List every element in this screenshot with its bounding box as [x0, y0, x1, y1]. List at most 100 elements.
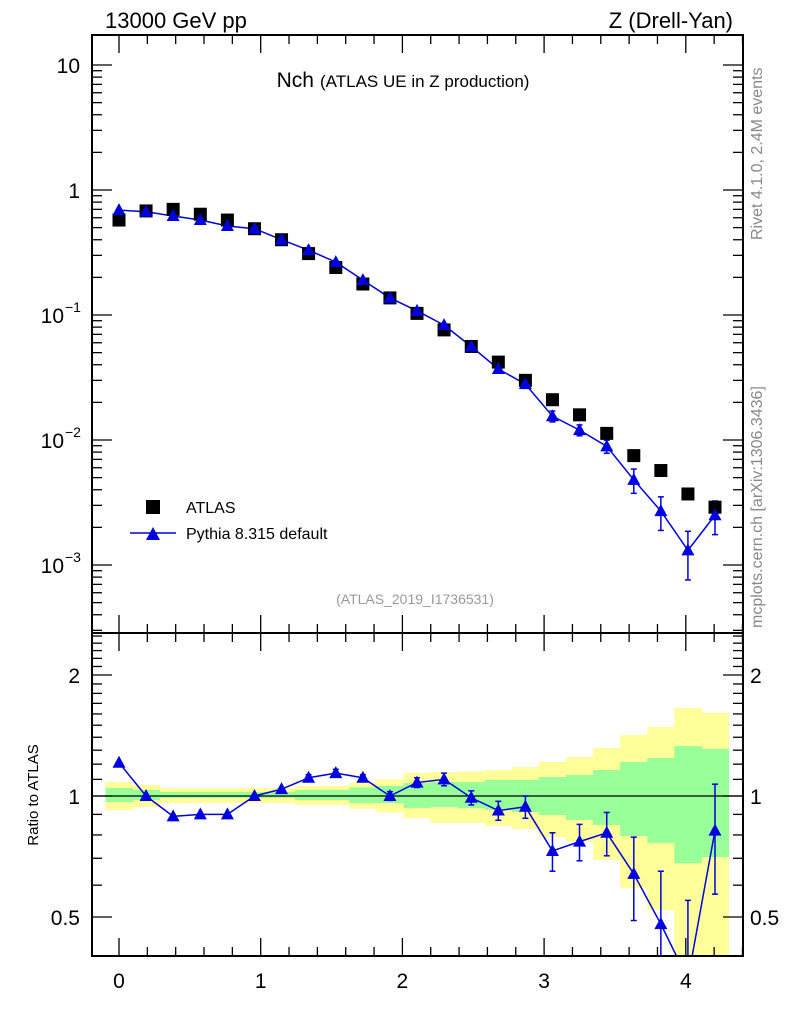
y-tick-exponent: −3	[65, 549, 81, 565]
legend: ATLAS Pythia 8.315 default	[130, 500, 328, 543]
mcplots-label: mcplots.cern.ch [arXiv:1306.3436]	[749, 386, 766, 628]
stat-band-bin	[322, 789, 350, 801]
ratio-point	[329, 766, 343, 779]
x-tick-label: 4	[680, 970, 692, 993]
ratio-line-segment	[524, 806, 554, 852]
y-tick-exponent: −2	[65, 424, 81, 440]
ratio-line-segment	[498, 806, 526, 812]
ratio-line-segment	[308, 772, 336, 779]
ratio-tick-label-left: 2	[68, 665, 80, 688]
ratio-tick-label-left: 1	[68, 786, 80, 809]
rivet-label: Rivet 4.1.0, 2.4M events	[749, 67, 766, 240]
stat-band-bin	[620, 762, 648, 837]
stat-band-bin	[267, 792, 296, 798]
pythia-point	[139, 204, 153, 217]
ratio-line-segment	[416, 778, 445, 784]
atlas-point	[545, 393, 559, 407]
pythia-point	[112, 203, 126, 216]
ratio-line-segment	[633, 873, 662, 925]
pythia-point	[600, 439, 614, 452]
ratio-point	[491, 803, 505, 816]
ratio-tick-label-left: 0.5	[51, 907, 80, 930]
pythia-point	[437, 318, 451, 331]
title-sub: (ATLAS UE in Z production)	[320, 72, 529, 91]
pythia-point	[491, 361, 505, 374]
pythia-point	[166, 208, 180, 221]
stat-band-bin	[349, 787, 377, 804]
legend-marker-atlas	[146, 500, 160, 514]
pythia-point	[220, 219, 234, 232]
x-tick-label: 1	[255, 970, 267, 993]
pythia-point	[275, 232, 289, 245]
ratio-point	[112, 755, 126, 768]
stat-band-bin	[565, 774, 594, 820]
x-tick-label: 3	[538, 970, 550, 993]
stat-band-bin	[105, 787, 134, 803]
atlas-point	[654, 464, 668, 478]
ratio-point	[464, 790, 478, 803]
ratio-point	[545, 843, 559, 856]
pythia-point	[573, 423, 587, 436]
pythia-point	[247, 221, 261, 234]
pythia-point	[708, 508, 722, 521]
atlas-point	[600, 426, 614, 440]
ratio-frame	[91, 632, 744, 957]
ratio-point	[654, 917, 668, 930]
stat-band-bin	[213, 792, 242, 798]
ratio-line-segment	[606, 832, 635, 875]
x-tick-label: 0	[113, 970, 125, 993]
legend-marker-pythia	[146, 527, 160, 540]
x-tick-label: 2	[397, 970, 409, 993]
pythia-point	[518, 377, 532, 390]
ratio-line-segment	[254, 788, 282, 797]
ratio-point	[166, 809, 180, 822]
title-main: Nch	[277, 69, 314, 92]
pythia-point	[356, 273, 370, 286]
y-tick-label: 10	[41, 555, 64, 578]
stat-band-bin	[674, 746, 702, 864]
y-tick-label: 10	[41, 430, 64, 453]
pythia-point	[410, 303, 424, 316]
ratio-line-segment	[660, 923, 678, 957]
ratio-line-segment	[691, 830, 716, 957]
ratio-point	[275, 782, 289, 795]
ratio-point	[193, 807, 207, 820]
atlas-point	[573, 408, 587, 422]
ratio-point	[518, 799, 532, 812]
process-label: Z (Drell-Yan)	[609, 8, 733, 33]
ratio-point	[708, 823, 722, 836]
legend-label-pythia: Pythia 8.315 default	[186, 526, 328, 543]
ratio-line-segment	[118, 762, 147, 797]
y-tick-exponent: −1	[65, 299, 81, 315]
ratio-ylabel: Ratio to ATLAS	[25, 744, 42, 845]
ratio-point	[383, 789, 397, 801]
pythia-point	[383, 290, 397, 303]
pythia-point	[545, 409, 559, 422]
pythia-point	[627, 472, 641, 485]
main-frame	[91, 34, 744, 634]
data-marks	[112, 202, 722, 957]
ratio-line-segment	[173, 813, 201, 818]
legend-label-atlas: ATLAS	[186, 500, 236, 517]
beam-label: 13000 GeV pp	[105, 8, 247, 33]
ratio-point	[356, 770, 370, 783]
pythia-point	[329, 255, 343, 268]
ratio-point	[437, 772, 451, 785]
ratio-line-segment	[335, 772, 363, 779]
atlas-point	[112, 213, 126, 227]
ratio-point	[410, 775, 424, 788]
pythia-point	[654, 504, 668, 517]
stat-band-bin	[647, 758, 675, 843]
atlas-point	[708, 500, 722, 514]
y-tick-label: 10	[57, 55, 80, 78]
ratio-bands	[92, 707, 743, 956]
y-tick-label: 1	[68, 180, 80, 203]
pythia-point	[681, 543, 695, 556]
ratio-point	[573, 834, 587, 847]
atlas-point	[681, 487, 695, 501]
atlas-point	[627, 449, 641, 463]
pythia-point	[193, 213, 207, 226]
ratio-series	[112, 755, 722, 957]
stat-band-bin	[186, 792, 215, 798]
